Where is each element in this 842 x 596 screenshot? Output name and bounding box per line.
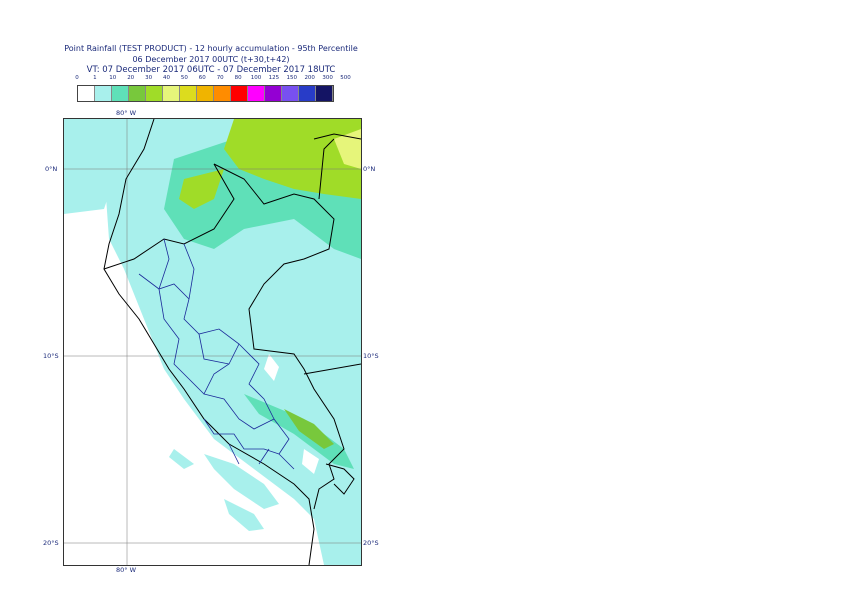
legend-swatch-0 xyxy=(78,86,95,101)
legend-swatch-1 xyxy=(95,86,112,101)
lat-label-left-10s: 10°S xyxy=(43,352,59,360)
dry-patch-2 xyxy=(302,449,319,474)
regional-boundary-1 xyxy=(138,273,295,470)
ocean-rain-patch xyxy=(169,449,194,469)
legend-tick-label: 80 xyxy=(234,75,242,81)
lat-label-right-10s: 10°S xyxy=(363,352,379,360)
lat-label-right-0: 0°N xyxy=(363,165,376,173)
legend-tick-label: 200 xyxy=(304,75,315,81)
legend-swatch-10 xyxy=(248,86,265,101)
legend-tick-label: 60 xyxy=(198,75,206,81)
legend-tick-label: 20 xyxy=(127,75,135,81)
legend-swatch-2 xyxy=(112,86,129,101)
legend-tick-label: 150 xyxy=(286,75,298,81)
legend-swatch-13 xyxy=(299,86,316,101)
lon-label-bottom: 80° W xyxy=(116,566,137,574)
rain-green-northeast xyxy=(224,119,361,199)
legend-tick-label: 30 xyxy=(145,75,153,81)
rain-green-southeast xyxy=(284,409,334,449)
country-border-peru xyxy=(213,163,345,510)
legend-swatch-6 xyxy=(180,86,197,101)
legend-tick-label: 300 xyxy=(322,75,333,81)
regional-boundary-4 xyxy=(158,238,195,300)
color-legend xyxy=(77,85,334,102)
legend-swatch-14 xyxy=(316,86,333,101)
rain-teal-southeast xyxy=(244,394,354,469)
legend-tick-label: 100 xyxy=(250,75,262,81)
map-title-line3: VT: 07 December 2017 06UTC - 07 December… xyxy=(86,65,336,75)
legend-swatch-11 xyxy=(265,86,282,101)
legend-tick-label: 50 xyxy=(180,75,188,81)
legend-tick-label: 125 xyxy=(268,75,280,81)
legend-tick-label: 500 xyxy=(340,75,351,81)
legend-tick-label: 0 xyxy=(75,75,79,81)
map-canvas xyxy=(64,119,361,565)
legend-swatch-4 xyxy=(146,86,163,101)
country-border-colombia xyxy=(313,133,361,200)
ocean-rain-band-south2 xyxy=(224,499,264,531)
legend-tick-label: 1 xyxy=(93,75,97,81)
regional-boundary-2 xyxy=(158,288,275,420)
lat-label-left-20s: 20°S xyxy=(43,539,59,547)
legend-swatch-8 xyxy=(214,86,231,101)
legend-tick-label: 10 xyxy=(109,75,117,81)
country-border-bolivia xyxy=(303,363,361,495)
legend-swatch-12 xyxy=(282,86,299,101)
dry-patch-1 xyxy=(264,354,279,381)
ocean-rain-band-south xyxy=(204,454,279,509)
rain-yellow-patch xyxy=(334,129,361,169)
regional-boundary-3 xyxy=(203,418,280,465)
ocean-rain-band-north xyxy=(64,119,154,214)
legend-swatch-9 xyxy=(231,86,248,101)
rain-green-north-coast xyxy=(179,169,224,209)
lon-label-top: 80° W xyxy=(116,109,137,117)
legend-swatch-7 xyxy=(197,86,214,101)
lat-label-right-20s: 20°S xyxy=(363,539,379,547)
legend-tick-label: 40 xyxy=(163,75,170,81)
legend-tick-label: 70 xyxy=(216,75,224,81)
legend-swatch-5 xyxy=(163,86,180,101)
rainfall-map xyxy=(63,118,362,566)
map-title-line1: Point Rainfall (TEST PRODUCT) - 12 hourl… xyxy=(64,44,358,53)
legend-swatch-3 xyxy=(129,86,146,101)
dry-ocean-area xyxy=(64,169,324,565)
lat-label-left-0: 0°N xyxy=(45,165,58,173)
legend-ticks: 0 1 10 20 30 40 50 60 70 80 100 125 150 200 300 500 xyxy=(70,75,360,83)
coastline xyxy=(103,119,315,565)
map-title-line2: 06 December 2017 00UTC (t+30,t+42) xyxy=(132,55,290,64)
